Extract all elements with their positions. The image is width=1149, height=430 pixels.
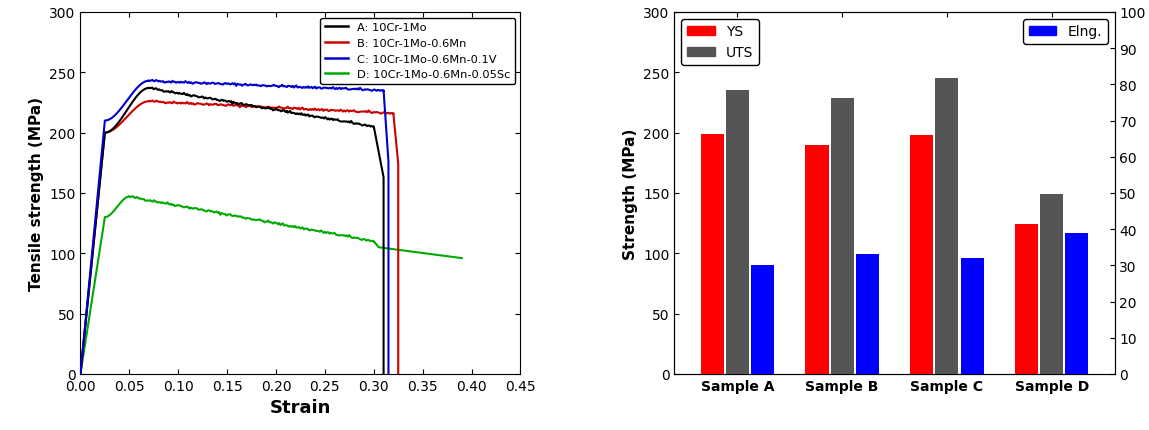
Bar	[961, 258, 984, 374]
Bar	[751, 266, 774, 374]
Legend: Elng.: Elng.	[1023, 20, 1108, 45]
Y-axis label: Strength (MPa): Strength (MPa)	[623, 128, 638, 259]
Legend: A: 10Cr-1Mo, B: 10Cr-1Mo-0.6Mn, C: 10Cr-1Mo-0.6Mn-0.1V, D: 10Cr-1Mo-0.6Mn-0.05Sc: A: 10Cr-1Mo, B: 10Cr-1Mo-0.6Mn, C: 10Cr-…	[321, 18, 515, 85]
Bar	[831, 98, 854, 374]
Y-axis label: Tensile strength (MPa): Tensile strength (MPa)	[29, 97, 44, 290]
X-axis label: Strain: Strain	[270, 399, 331, 416]
Bar	[935, 79, 958, 374]
Bar	[701, 135, 724, 374]
Bar	[805, 145, 828, 374]
Bar	[1065, 233, 1088, 374]
Bar	[1040, 195, 1063, 374]
Bar	[1015, 225, 1038, 374]
Bar	[910, 136, 933, 374]
Bar	[726, 91, 749, 374]
Bar	[856, 255, 879, 374]
